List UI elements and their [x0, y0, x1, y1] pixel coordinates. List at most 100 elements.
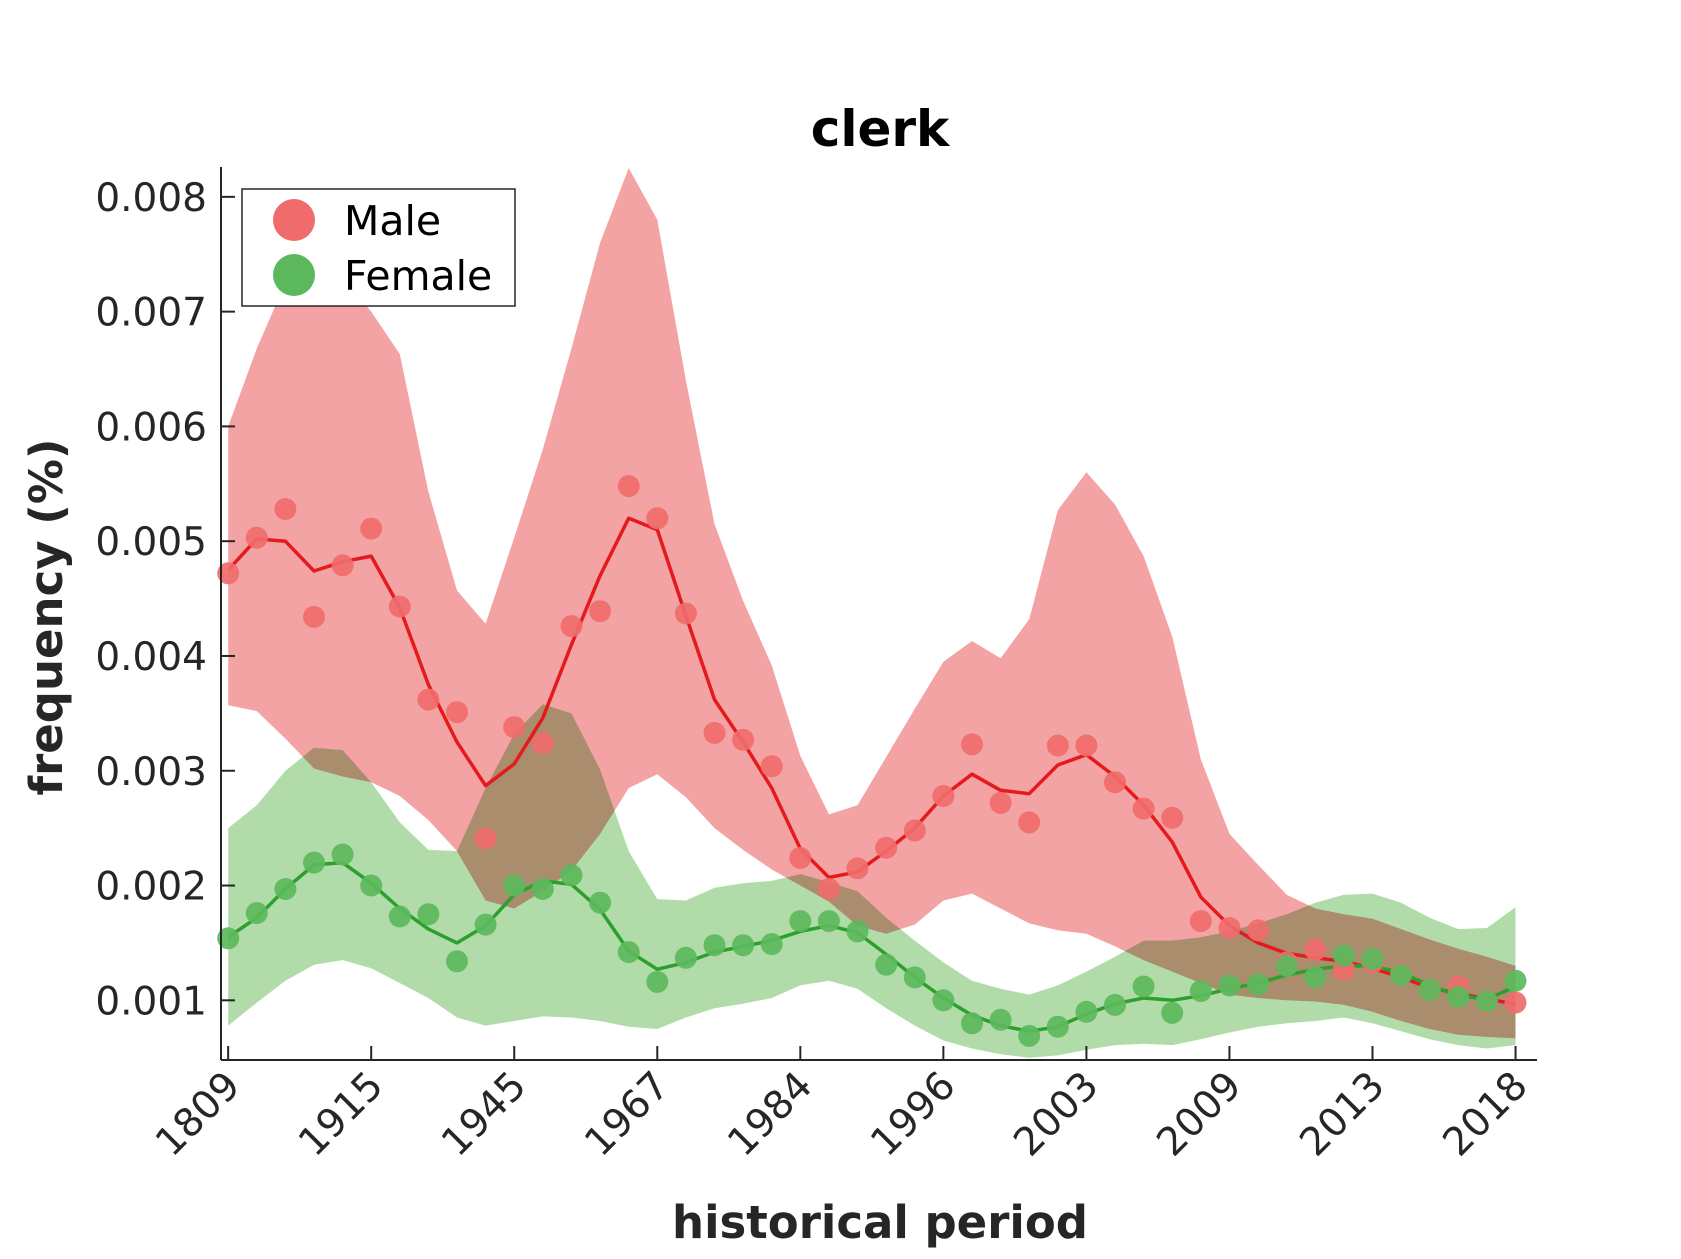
data-point-male: [932, 785, 955, 807]
data-point-female: [989, 1008, 1012, 1031]
data-point-male: [617, 475, 640, 498]
x-tick-label: 2009: [1149, 1063, 1251, 1165]
confidence-band-female: [228, 704, 1516, 1058]
data-point-male: [1161, 806, 1184, 829]
data-point-female: [817, 910, 840, 933]
data-point-male: [417, 688, 440, 711]
x-tick-label: 2013: [1292, 1063, 1394, 1165]
data-point-male: [1132, 797, 1155, 820]
data-point-female: [360, 874, 383, 897]
y-axis-title: frequency (%): [20, 439, 73, 796]
trend-line-female: [227, 860, 1517, 1034]
x-axis-title: historical period: [672, 1196, 1088, 1249]
confidence-bands: [228, 168, 1516, 1058]
data-point-female: [961, 1012, 983, 1035]
data-point-male: [1504, 991, 1527, 1014]
data-point-male: [388, 595, 411, 618]
data-point-male: [360, 517, 383, 540]
data-point-female: [1304, 966, 1327, 989]
x-tick-label: 1945: [433, 1063, 535, 1165]
y-tick-label: 0.005: [95, 520, 207, 565]
data-point-female: [703, 934, 726, 957]
data-point-male: [1046, 734, 1069, 757]
data-point-female: [1075, 1000, 1098, 1023]
data-point-male: [732, 728, 755, 751]
data-point-female: [1390, 964, 1413, 987]
data-point-female: [875, 953, 898, 976]
data-point-male: [817, 878, 840, 900]
data-point-male: [674, 602, 697, 625]
data-point-female: [932, 989, 955, 1012]
data-point-female: [732, 934, 755, 957]
data-point-female: [274, 878, 297, 900]
data-points: [217, 475, 1527, 1047]
data-point-male: [245, 526, 268, 549]
y-tick-label: 0.004: [95, 635, 207, 680]
data-point-female: [1332, 944, 1355, 967]
data-point-male: [217, 562, 240, 585]
trend-line-male: [226, 516, 1516, 1006]
data-point-female: [474, 913, 497, 936]
data-point-female: [560, 864, 583, 887]
data-point-female: [1275, 954, 1298, 977]
data-point-female: [1161, 1001, 1184, 1024]
data-point-female: [589, 891, 612, 914]
legend-marker-male: [273, 199, 315, 241]
data-point-male: [560, 615, 583, 638]
x-tick-label: 1984: [719, 1063, 821, 1165]
data-point-female: [1475, 990, 1498, 1013]
data-point-female: [1218, 974, 1241, 997]
data-point-female: [674, 946, 697, 969]
x-tick-label: 1809: [147, 1063, 249, 1165]
data-point-female: [503, 874, 526, 897]
data-point-male: [446, 701, 468, 724]
data-point-female: [531, 878, 554, 900]
data-point-male: [875, 836, 898, 859]
y-tick-label: 0.006: [95, 405, 207, 450]
x-axis-ticks: 1809 1915 1945 1967 1984 1996 2003 2009 2013 2018: [147, 1046, 1537, 1165]
data-point-female: [217, 927, 240, 950]
data-point-female: [1418, 979, 1441, 1001]
data-point-female: [789, 910, 812, 933]
data-point-male: [589, 600, 612, 623]
data-point-female: [417, 903, 440, 926]
data-point-female: [1046, 1015, 1069, 1038]
data-point-female: [1189, 980, 1212, 1003]
x-tick-label: 1996: [862, 1063, 964, 1165]
y-axis-ticks: 0.001 0.002 0.003 0.004 0.005 0.006 0.007 0.008: [95, 176, 235, 1024]
data-point-male: [1075, 734, 1098, 757]
data-point-female: [760, 933, 783, 956]
data-point-female: [1018, 1024, 1041, 1047]
data-point-male: [646, 507, 669, 530]
data-point-male: [1304, 938, 1327, 961]
data-point-male: [303, 605, 325, 628]
data-point-male: [961, 733, 983, 756]
legend-label-female: Female: [344, 252, 492, 300]
data-point-male: [1018, 811, 1041, 834]
trend-lines: [226, 516, 1517, 1034]
data-point-female: [617, 941, 640, 964]
y-tick-label: 0.008: [95, 176, 207, 221]
data-point-female: [1504, 969, 1527, 992]
data-point-male: [1218, 917, 1241, 939]
data-point-female: [1132, 975, 1155, 998]
data-point-male: [1189, 910, 1212, 933]
x-tick-label: 2003: [1005, 1063, 1107, 1165]
data-point-male: [989, 791, 1012, 814]
y-tick-label: 0.007: [95, 291, 207, 336]
data-point-male: [789, 847, 812, 869]
data-point-female: [1104, 993, 1126, 1016]
data-point-male: [703, 721, 726, 744]
data-point-male: [1104, 771, 1126, 794]
legend-label-male: Male: [344, 197, 441, 245]
data-point-male: [1247, 919, 1270, 942]
data-point-female: [846, 920, 869, 943]
data-point-male: [760, 755, 783, 778]
data-point-female: [903, 966, 926, 989]
chart-title: clerk: [811, 100, 951, 158]
data-point-male: [503, 716, 526, 739]
data-point-male: [274, 498, 297, 520]
data-point-male: [903, 819, 926, 842]
data-point-male: [474, 827, 497, 850]
